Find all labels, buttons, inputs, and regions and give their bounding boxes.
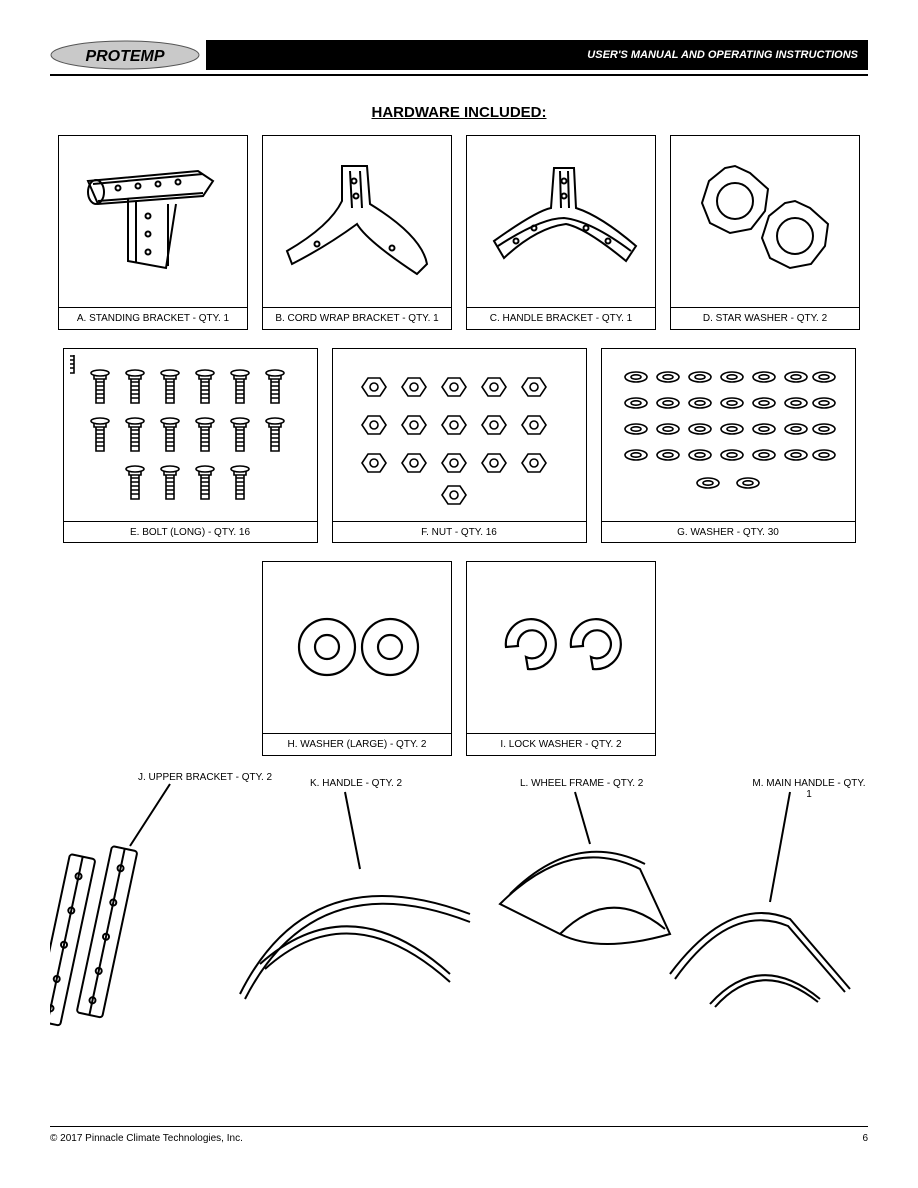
label-k: K. HANDLE - QTY. 2 [310, 778, 402, 789]
header-row: PROTEMP USER'S MANUAL AND OPERATING INST… [50, 40, 868, 70]
black-header-bar: USER'S MANUAL AND OPERATING INSTRUCTIONS [206, 40, 868, 70]
header-bar-text: USER'S MANUAL AND OPERATING INSTRUCTIONS [587, 49, 858, 61]
label-m: M. MAIN HANDLE - QTY. 1 [750, 778, 868, 800]
hardware-row-1: A. STANDING BRACKET - QTY. 1 B. CORD WRA… [50, 135, 868, 330]
card-f-image [333, 349, 586, 521]
footer-copyright: © 2017 Pinnacle Climate Technologies, In… [50, 1133, 243, 1144]
card-b-label: B. CORD WRAP BRACKET - QTY. 1 [263, 307, 451, 330]
card-c: C. HANDLE BRACKET - QTY. 1 [466, 135, 656, 330]
page-footer: © 2017 Pinnacle Climate Technologies, In… [50, 1126, 868, 1144]
card-a: A. STANDING BRACKET - QTY. 1 [58, 135, 248, 330]
card-g-image [602, 349, 855, 521]
card-b-image [263, 136, 451, 307]
footer-page-number: 6 [862, 1133, 868, 1144]
card-g: G. WASHER - QTY. 30 [601, 348, 856, 543]
label-l: L. WHEEL FRAME - QTY. 2 [520, 778, 643, 789]
card-c-label: C. HANDLE BRACKET - QTY. 1 [467, 307, 655, 330]
bottom-parts-area: J. UPPER BRACKET - QTY. 2 K. HANDLE - QT… [50, 774, 868, 1074]
card-i: I. LOCK WASHER - QTY. 2 [466, 561, 656, 756]
card-e-label: E. BOLT (LONG) - QTY. 16 [64, 521, 317, 544]
card-e: E. BOLT (LONG) - QTY. 16 [63, 348, 318, 543]
card-b: B. CORD WRAP BRACKET - QTY. 1 [262, 135, 452, 330]
card-a-label: A. STANDING BRACKET - QTY. 1 [59, 307, 247, 330]
card-f: F. NUT - QTY. 16 [332, 348, 587, 543]
card-g-label: G. WASHER - QTY. 30 [602, 521, 855, 544]
protemp-logo: PROTEMP [50, 40, 200, 70]
section-title: HARDWARE INCLUDED: [50, 104, 868, 121]
card-i-image [467, 562, 655, 733]
card-h: H. WASHER (LARGE) - QTY. 2 [262, 561, 452, 756]
card-h-image [263, 562, 451, 733]
hardware-row-2: E. BOLT (LONG) - QTY. 16 F. NUT - QTY [50, 348, 868, 543]
card-c-image [467, 136, 655, 307]
hardware-row-3: H. WASHER (LARGE) - QTY. 2 I. LOCK WASHE… [50, 561, 868, 756]
card-h-label: H. WASHER (LARGE) - QTY. 2 [263, 733, 451, 756]
card-d: D. STAR WASHER - QTY. 2 [670, 135, 860, 330]
card-f-label: F. NUT - QTY. 16 [333, 521, 586, 544]
card-d-image [671, 136, 859, 307]
card-e-image [64, 349, 317, 521]
card-d-label: D. STAR WASHER - QTY. 2 [671, 307, 859, 330]
bottom-parts-svg [50, 774, 868, 1074]
svg-text:PROTEMP: PROTEMP [85, 48, 164, 65]
card-i-label: I. LOCK WASHER - QTY. 2 [467, 733, 655, 756]
header-underline [50, 74, 868, 76]
card-a-image [59, 136, 247, 307]
label-j: J. UPPER BRACKET - QTY. 2 [138, 772, 272, 783]
